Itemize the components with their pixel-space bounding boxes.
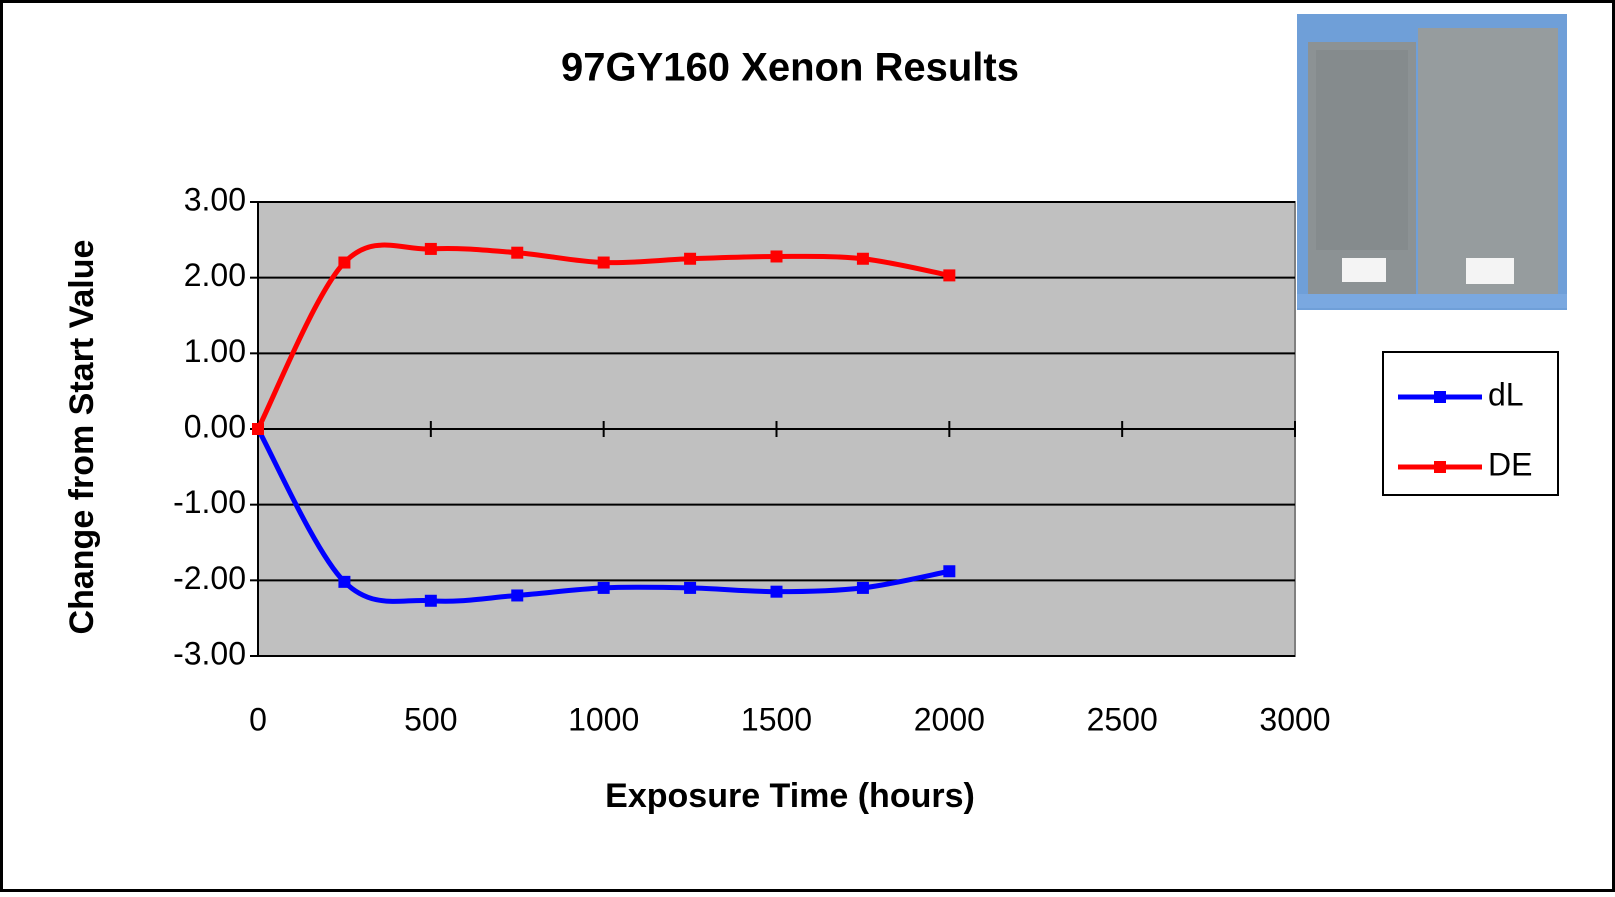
page: {"chart_data": { "type": "line", "title"… [0,0,1615,892]
data-marker [684,253,696,265]
data-marker [943,565,955,577]
panel [1418,28,1558,294]
x-tick-label: 2000 [914,701,985,737]
chart-title: 97GY160 Xenon Results [561,46,1019,90]
y-tick-label: -1.00 [173,484,246,520]
panel-exposed-area [1316,50,1408,250]
x-tick-label: 2500 [1087,701,1158,737]
data-marker [943,269,955,281]
y-axis-title: Change from Start Value [63,240,101,635]
x-tick-label: 500 [404,701,457,737]
legend-marker [1434,461,1446,473]
y-tick-label: 2.00 [184,257,246,293]
legend-label: dL [1488,376,1524,412]
data-marker [598,582,610,594]
chart: 97GY160 Xenon Results Exposure Time (hou… [0,0,1615,892]
y-tick-label: 1.00 [184,333,246,369]
data-marker [771,586,783,598]
x-tick-label: 1500 [741,701,812,737]
legend-label: DE [1488,446,1532,482]
data-marker [425,595,437,607]
data-marker [771,250,783,262]
y-tick-label: 3.00 [184,181,246,217]
y-tick-label: 0.00 [184,408,246,444]
data-marker [338,576,350,588]
photo [1297,14,1567,310]
y-tick-label: -2.00 [173,560,246,596]
data-marker [857,253,869,265]
data-marker [425,243,437,255]
data-marker [252,423,264,435]
data-marker [338,257,350,269]
ruler [1297,294,1567,308]
x-tick-label: 3000 [1259,701,1330,737]
data-marker [684,582,696,594]
data-marker [511,247,523,259]
x-tick-label: 0 [249,701,267,737]
data-marker [857,582,869,594]
panel-tag [1342,258,1386,282]
legend-marker [1434,391,1446,403]
data-marker [511,589,523,601]
x-tick-label: 1000 [568,701,639,737]
data-marker [598,257,610,269]
y-tick-label: -3.00 [173,635,246,671]
panel-tag [1466,258,1514,284]
x-axis-title: Exposure Time (hours) [605,777,975,815]
